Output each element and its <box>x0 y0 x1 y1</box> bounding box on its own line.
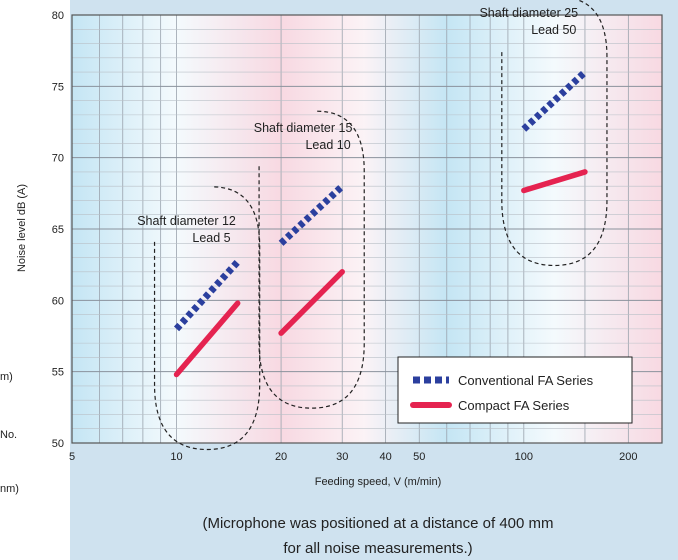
y-tick-label: 75 <box>52 81 64 93</box>
legend-label-conventional: Conventional FA Series <box>458 373 594 388</box>
annotation-text: Shaft diameter 15 <box>254 121 353 135</box>
legend-box <box>397 356 633 424</box>
y-tick-label: 50 <box>52 438 64 450</box>
x-tick-label: 20 <box>275 451 287 463</box>
left-edge-fragment-2: No. <box>0 429 17 441</box>
annotation-text: Lead 10 <box>305 138 350 152</box>
x-tick-label: 5 <box>69 451 75 463</box>
left-edge-fragment-1: m) <box>0 371 13 383</box>
compact-series-segment-1 <box>173 300 241 378</box>
y-axis-label: Noise level dB (A) <box>16 184 28 272</box>
plot-frame <box>71 14 663 444</box>
legend-label-compact: Compact FA Series <box>458 398 570 413</box>
x-tick-label: 50 <box>413 451 425 463</box>
compact-series-segment-3 <box>521 169 588 194</box>
annotations: Shaft diameter 12 Lead 5 Shaft diameter 15… <box>137 0 608 451</box>
legend: Conventional FA Series Compact FA Series <box>397 356 633 424</box>
x-tick-label: 100 <box>515 451 533 463</box>
y-tick-label: 55 <box>52 367 64 379</box>
left-edge-fragment-3: nm) <box>0 483 19 495</box>
y-tick-label: 65 <box>52 224 64 236</box>
footnote-line-2: for all noise measurements.) <box>283 540 472 557</box>
x-tick-label: 200 <box>619 451 637 463</box>
annotation-text: Lead 50 <box>531 23 576 37</box>
y-tick-label: 60 <box>52 295 64 307</box>
footnote-line-1: (Microphone was positioned at a distance… <box>202 515 553 532</box>
y-tick-label: 80 <box>52 10 64 22</box>
x-tick-label: 40 <box>379 451 391 463</box>
y-tick-label: 70 <box>52 153 64 165</box>
annotation-outline-2 <box>258 110 365 409</box>
conventional-series-segment-3 <box>521 69 588 132</box>
annotation-text: Shaft diameter 12 <box>137 214 236 228</box>
x-tick-label: 10 <box>170 451 182 463</box>
tick-labels: 50 55 60 65 70 75 80 5 10 20 30 40 50 100 200 <box>52 10 638 463</box>
series-layer <box>173 69 588 378</box>
plot-border <box>71 14 663 444</box>
annotation-outline-1 <box>153 186 261 451</box>
annotation-text: Shaft diameter 25 <box>479 6 578 20</box>
annotation-text: Lead 5 <box>192 231 230 245</box>
conventional-series-segment-2 <box>278 183 345 246</box>
x-tick-label: 30 <box>336 451 348 463</box>
compact-series-segment-2 <box>278 269 345 336</box>
conventional-series-segment-1 <box>173 259 241 332</box>
x-axis-label: Feeding speed, V (m/min) <box>315 476 442 488</box>
